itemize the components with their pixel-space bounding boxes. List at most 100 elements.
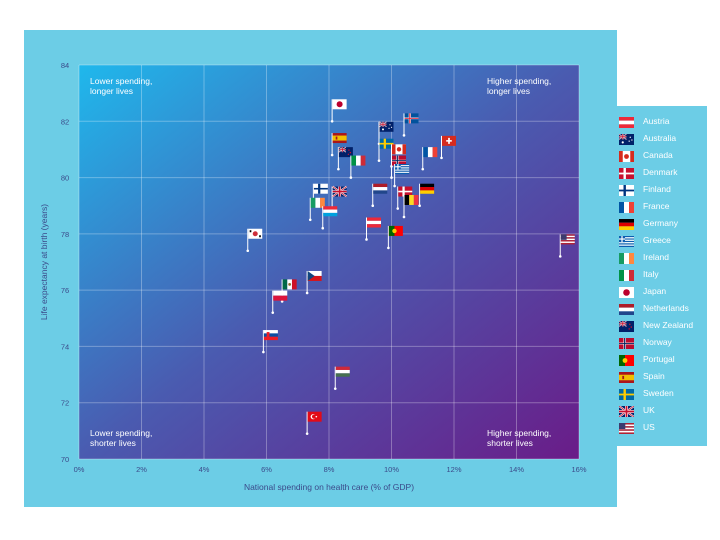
legend-label: Italy (643, 269, 659, 279)
legend-item-spain: Spain (617, 369, 707, 386)
legend-item-new-zealand: New Zealand (617, 318, 707, 335)
czech-republic-flag-icon (307, 270, 322, 281)
quadrant-label-top-right-line1: Higher spending, (487, 76, 551, 86)
legend-item-sweden: Sweden (617, 386, 707, 403)
y-tick-label: 70 (61, 455, 69, 464)
legend-item-us: US (617, 420, 707, 437)
legend-item-australia: Australia (617, 131, 707, 148)
x-tick-label: 16% (571, 465, 586, 474)
data-point-italy (349, 155, 366, 179)
austria-flag-icon (619, 117, 634, 128)
uk-flag-icon (619, 406, 634, 417)
y-tick-label: 72 (61, 399, 69, 408)
legend-label: UK (643, 405, 655, 415)
legend-item-germany: Germany (617, 216, 707, 233)
legend-item-norway: Norway (617, 335, 707, 352)
quadrant-label-top-right-line2: longer lives (487, 86, 530, 96)
spain-flag-icon (332, 133, 347, 144)
legend-label: Denmark (643, 167, 678, 177)
data-point-us (558, 234, 575, 258)
legend-label: Australia (643, 133, 677, 143)
legend-item-finland: Finland (617, 182, 707, 199)
data-points (246, 99, 575, 435)
legend-label: France (643, 201, 670, 211)
y-tick-label: 76 (61, 286, 69, 295)
norway-flag-icon (619, 338, 634, 349)
quadrant-labels: Lower spending, longer lives Higher spen… (90, 76, 551, 448)
data-point-turkey (305, 411, 322, 435)
sweden-flag-icon (619, 389, 634, 400)
japan-flag-icon (619, 287, 634, 298)
canada-flag-icon (392, 144, 406, 155)
legend-label: New Zealand (643, 320, 694, 330)
x-tick-label: 0% (74, 465, 85, 474)
iceland-flag-icon (404, 113, 419, 124)
data-point-austria (365, 217, 381, 241)
turkey-flag-icon (307, 411, 322, 422)
legend-item-canada: Canada (617, 148, 707, 165)
data-point-luxembourg (321, 206, 338, 230)
scatter-chart: 0% 2% 4% 6% 8% 10% 12% 14% 16% 70 72 74 76 78 80 82 84 L… (39, 61, 587, 492)
legend-item-japan: Japan (617, 284, 707, 301)
data-point-spain (330, 133, 347, 157)
legend-item-netherlands: Netherlands (617, 301, 707, 318)
hungary-flag-icon (335, 366, 350, 377)
luxembourg-flag-icon (323, 206, 338, 217)
new-zealand-flag-icon (338, 146, 353, 158)
data-point-france (421, 147, 438, 171)
data-point-iceland (402, 113, 419, 137)
greece-flag-icon (619, 236, 634, 247)
korea-flag-icon (248, 228, 263, 239)
data-point-new-zealand (337, 146, 353, 171)
slovakia-flag-icon (263, 330, 278, 341)
x-tick-label: 2% (136, 465, 147, 474)
data-point-korea (246, 228, 263, 253)
new-zealand-flag-icon (619, 321, 634, 332)
chart-frame: 0% 2% 4% 6% 8% 10% 12% 14% 16% 70 72 74 76 78 80 82 84 L… (24, 30, 617, 507)
us-flag-icon (619, 423, 634, 434)
us-flag-icon (560, 234, 575, 245)
australia-flag-icon (379, 121, 394, 132)
quadrant-label-top-left-line1: Lower spending, (90, 76, 152, 86)
y-axis-label: Life expectancy at birth (years) (39, 204, 49, 320)
data-point-norway (390, 155, 406, 179)
mexico-flag-icon (282, 279, 297, 290)
quadrant-label-bottom-right-line1: Higher spending, (487, 428, 551, 438)
legend-label: Portugal (643, 354, 675, 364)
quadrant-label-bottom-left-line1: Lower spending, (90, 428, 152, 438)
greece-flag-icon (395, 164, 410, 175)
data-point-belgium (402, 194, 419, 219)
legend-label: Japan (643, 286, 667, 296)
legend-item-austria: Austria (617, 114, 707, 131)
legend-item-uk: UK (617, 403, 707, 420)
france-flag-icon (619, 202, 634, 213)
y-tick-label: 78 (61, 230, 69, 239)
italy-flag-icon (351, 155, 366, 166)
tick-labels: 0% 2% 4% 6% 8% 10% 12% 14% 16% 70 72 74 76 78 80 82 84 (61, 61, 587, 474)
data-point-greece (393, 164, 410, 188)
quadrant-label-top-left-line2: longer lives (90, 86, 133, 96)
legend: Austria Australia Canada Denmark Finland Fran… (617, 106, 707, 446)
data-point-poland (271, 290, 288, 314)
x-tick-label: 4% (199, 465, 210, 474)
italy-flag-icon (619, 270, 634, 281)
legend-label: Greece (643, 235, 671, 245)
legend-label: Norway (643, 337, 672, 347)
x-tick-label: 10% (384, 465, 399, 474)
gridlines (78, 64, 580, 460)
norway-flag-icon (392, 155, 406, 166)
belgium-flag-icon (404, 194, 419, 205)
x-tick-label: 14% (509, 465, 524, 474)
legend-item-portugal: Portugal (617, 352, 707, 369)
quadrant-label-bottom-right-line2: shorter lives (487, 438, 533, 448)
legend-label: Spain (643, 371, 665, 381)
legend-item-greece: Greece (617, 233, 707, 250)
y-tick-label: 80 (61, 174, 69, 183)
legend-label: Ireland (643, 252, 669, 262)
switzerland-flag-icon (442, 135, 456, 146)
legend-label: Netherlands (643, 303, 689, 313)
legend-label: US (643, 422, 655, 432)
netherlands-flag-icon (373, 183, 388, 194)
data-point-denmark (396, 186, 413, 210)
france-flag-icon (423, 147, 438, 158)
